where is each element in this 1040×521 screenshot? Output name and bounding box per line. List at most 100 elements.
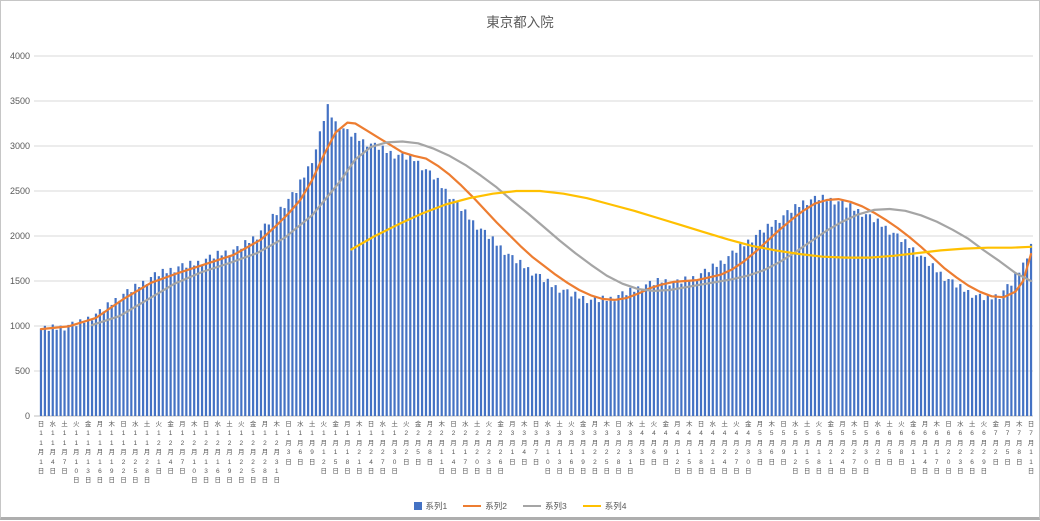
series4-line [350, 189, 1033, 259]
y-axis-ticks: 0 500 1000 1500 2000 2500 3000 3500 4000 [10, 51, 30, 421]
svg-text:1000: 1000 [10, 321, 30, 331]
series2-label: 系列2 [485, 501, 507, 511]
legend-item-series3[interactable]: 系列3 [523, 500, 567, 512]
series3-line [90, 140, 1033, 327]
svg-text:4000: 4000 [10, 51, 30, 61]
legend-item-series2[interactable]: 系列2 [463, 500, 507, 512]
svg-text:1500: 1500 [10, 276, 30, 286]
series4-label: 系列4 [604, 501, 627, 511]
legend-item-series1[interactable]: 系列1 [413, 500, 448, 512]
gridlines [34, 55, 1033, 417]
svg-text:3500: 3500 [10, 96, 30, 106]
chart-title: 東京都入院 [486, 15, 554, 30]
series1-label: 系列1 [425, 501, 448, 511]
legend-item-series4[interactable]: 系列4 [582, 500, 627, 512]
series4-line-marker [582, 504, 601, 508]
series3-line-marker [523, 504, 541, 508]
series1-bar-marker [413, 502, 422, 510]
svg-text:3000: 3000 [10, 141, 30, 151]
legend: 系列1 系列2 系列3 系列4 [1, 500, 1039, 512]
series3-label: 系列3 [545, 501, 567, 511]
series2-line-marker [463, 504, 482, 508]
svg-text:500: 500 [15, 366, 30, 376]
